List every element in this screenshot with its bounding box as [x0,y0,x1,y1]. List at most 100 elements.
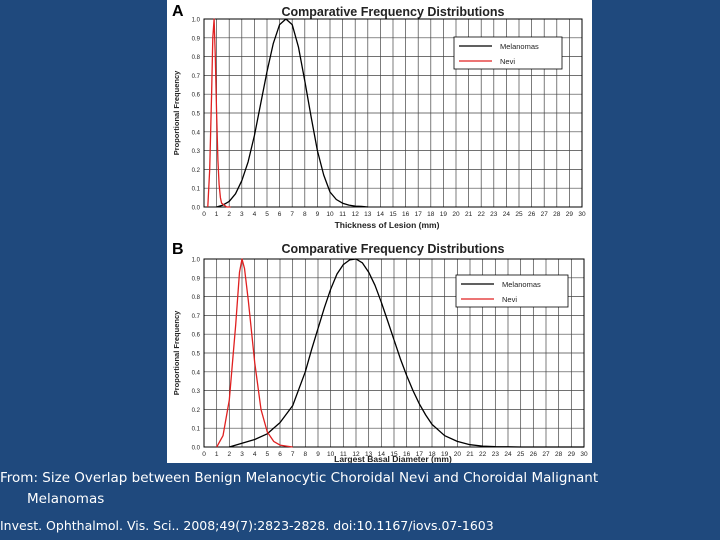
x-tick-label: 1 [215,451,219,458]
y-tick-label: 1.0 [192,18,201,24]
x-tick-label: 5 [266,451,270,458]
x-tick-label: 12 [352,211,360,218]
y-axis-label: Proportional Frequency [172,310,181,395]
x-tick-label: 11 [340,451,347,458]
y-tick-label: 0.4 [192,130,201,136]
figure-caption: From: Size Overlap between Benign Melano… [0,468,720,536]
x-tick-label: 21 [466,451,474,458]
x-tick-label: 19 [440,211,448,218]
x-tick-label: 29 [568,451,576,458]
x-tick-label: 10 [327,451,335,458]
x-tick-label: 6 [278,211,282,218]
x-tick-label: 23 [492,451,500,458]
x-tick-label: 17 [415,211,423,218]
legend-label: Nevi [500,57,515,66]
y-tick-label: 0.9 [192,276,201,282]
legend-box [455,274,569,308]
x-tick-label: 24 [504,451,512,458]
y-tick-label: 0.7 [192,314,201,320]
x-tick-label: 28 [555,451,563,458]
y-tick-label: 0.0 [192,446,201,452]
x-tick-label: 1 [215,211,219,218]
x-tick-label: 19 [441,451,449,458]
x-tick-label: 7 [290,211,294,218]
y-tick-label: 0.2 [192,408,201,414]
plot-frame [203,18,583,208]
x-axis-label: Thickness of Lesion (mm) [335,220,440,230]
figure-panel: A Comparative Frequency Distributions 0.0 0… [167,0,592,464]
caption-from-line-1: From: Size Overlap between Benign Melano… [0,470,599,486]
y-tick-label: 0.6 [192,93,201,99]
x-tick-label: 4 [253,451,257,458]
x-tick-label: 14 [378,451,386,458]
x-tick-label: 21 [465,211,473,218]
x-tick-label: 20 [452,211,460,218]
y-tick-label: 0.0 [192,206,201,212]
y-tick-label: 0.5 [192,112,201,118]
x-tick-label: 28 [553,211,561,218]
x-tick-label: 20 [454,451,462,458]
y-axis-label: Proportional Frequency [172,70,181,155]
x-tick-label: 26 [528,211,536,218]
x-tick-label: 10 [326,211,334,218]
chart-title: Comparative Frequency Distributions [282,5,505,19]
x-tick-label: 9 [316,451,320,458]
x-tick-label: 30 [580,451,588,458]
caption-from-line-2: Melanomas [27,491,105,507]
x-tick-label: 13 [365,451,373,458]
x-tick-label: 30 [578,211,586,218]
x-tick-label: 14 [377,211,385,218]
chart-panel-a: A Comparative Frequency Distributions 0.0 0… [172,3,586,230]
x-tick-label: 4 [253,211,257,218]
y-tick-label: 0.6 [192,333,201,339]
series-line-melanomas [229,258,584,448]
x-tick-label: 8 [304,451,308,458]
y-tick-label: 0.5 [192,352,201,358]
x-tick-label: 27 [541,211,549,218]
x-tick-label: 5 [265,211,269,218]
x-tick-label: 13 [364,211,372,218]
legend-label: Melanomas [502,280,541,289]
x-tick-label: 3 [240,211,244,218]
x-tick-label: 6 [278,451,282,458]
x-axis-label: Largest Basal Diameter (mm) [334,454,452,463]
y-tick-label: 0.8 [192,55,201,61]
x-tick-label: 18 [427,211,435,218]
series-line-melanomas [216,18,368,208]
x-tick-label: 7 [291,451,295,458]
x-tick-label: 11 [339,211,346,218]
x-tick-label: 2 [228,451,232,458]
y-tick-label: 0.1 [192,187,201,193]
x-tick-label: 26 [530,451,538,458]
plot-frame [203,258,585,448]
legend-label: Melanomas [500,42,539,51]
chart-panel-b: B Comparative Frequency Distributions0.00… [172,241,588,464]
x-tick-label: 0 [202,451,206,458]
y-tick-label: 0.4 [192,370,201,376]
x-tick-label: 15 [390,451,398,458]
x-tick-label: 18 [428,451,436,458]
x-tick-label: 3 [240,451,244,458]
x-tick-label: 23 [490,211,498,218]
caption-citation: Invest. Ophthalmol. Vis. Sci.. 2008;49(7… [0,518,494,533]
y-tick-label: 0.3 [192,149,201,155]
chart-title: Comparative Frequency Distributions [282,242,505,256]
series-line-nevi [207,18,231,208]
x-tick-label: 22 [479,451,487,458]
x-tick-label: 16 [403,451,411,458]
panel-letter: B [172,241,184,258]
x-tick-label: 22 [478,211,486,218]
x-tick-label: 25 [515,211,523,218]
x-tick-label: 25 [517,451,525,458]
x-tick-label: 29 [566,211,574,218]
panel-letter: A [172,3,184,20]
x-tick-label: 27 [542,451,550,458]
y-tick-label: 0.1 [192,427,201,433]
y-tick-label: 1.0 [192,258,201,264]
x-tick-label: 12 [352,451,360,458]
y-tick-label: 0.8 [192,295,201,301]
x-tick-label: 24 [503,211,511,218]
y-tick-label: 0.9 [192,36,201,42]
x-tick-label: 16 [402,211,410,218]
x-tick-label: 9 [316,211,320,218]
